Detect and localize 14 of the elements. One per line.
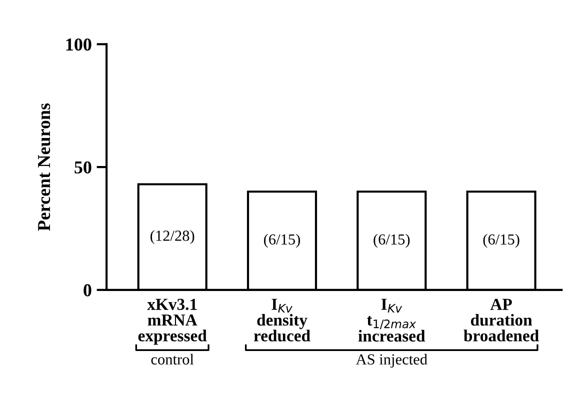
data-label: (6/15) — [374, 234, 410, 248]
y-tick-label: 50 — [74, 161, 92, 174]
x-tick-label: AP duration broadened — [464, 298, 539, 342]
text: AS injected — [356, 354, 428, 368]
x-tick-label: I$_{Kv}$ density reduced — [254, 298, 310, 342]
category-label: I$_{Kv}$ t$_{1/2max}$ increased — [358, 298, 426, 342]
data-label: (12/28) — [150, 230, 194, 244]
x-tick-label: xKv3.1 mRNA expressed — [138, 298, 207, 345]
y-tick-label: 0 — [84, 284, 92, 296]
data-label: (6/15) — [264, 234, 300, 248]
y-axis-title: Percent Neurons — [38, 103, 50, 231]
data-label: (6/15) — [483, 234, 520, 248]
text: control — [151, 354, 194, 365]
y-tick-label: 100 — [66, 38, 92, 51]
